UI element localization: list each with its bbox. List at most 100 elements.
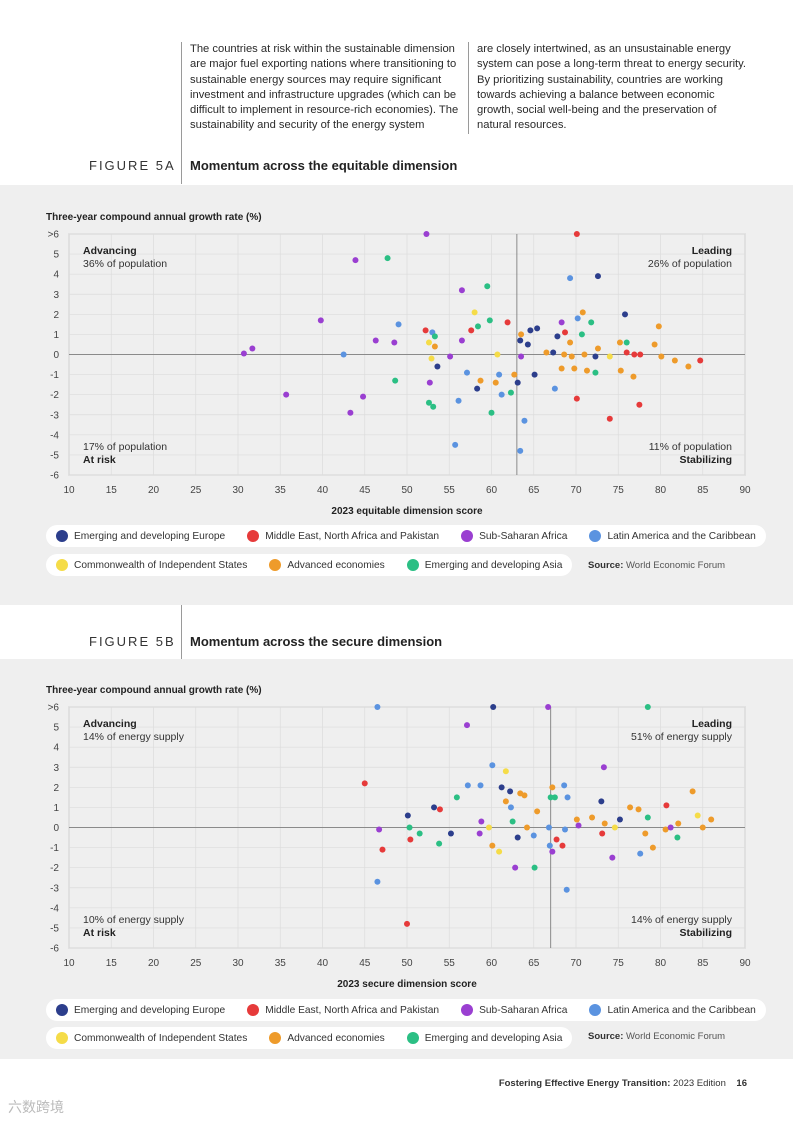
legend-dot-icon: [56, 1032, 68, 1044]
quadrant-name: Stabilizing: [680, 454, 733, 466]
x-tick-label: 70: [570, 485, 582, 496]
quadrant-name: At risk: [83, 927, 116, 939]
data-point: [616, 339, 623, 346]
legend-dot-icon: [247, 530, 260, 542]
x-tick-label: 35: [275, 485, 287, 496]
data-point: [622, 311, 629, 318]
data-point: [477, 377, 484, 384]
data-point: [558, 319, 565, 326]
data-point: [617, 367, 624, 374]
data-point: [474, 385, 481, 392]
watermark: 六数跨境: [8, 1099, 64, 1115]
x-tick-label: 15: [106, 958, 118, 969]
figure-divider: [181, 605, 182, 659]
y-tick-label: -4: [50, 430, 59, 441]
data-point: [561, 782, 568, 789]
data-point: [489, 762, 496, 769]
y-tick-label: -1: [50, 370, 59, 381]
data-point: [407, 836, 414, 843]
data-point: [514, 834, 521, 841]
data-point: [240, 350, 247, 357]
data-point: [463, 722, 470, 729]
data-point: [518, 353, 525, 360]
legend-dot-icon: [589, 1004, 602, 1016]
data-point: [360, 393, 367, 400]
quadrant-share: 51% of energy supply: [631, 731, 733, 743]
x-tick-label: 15: [106, 485, 118, 496]
data-point: [416, 830, 423, 837]
data-point: [674, 834, 681, 841]
legend-item: Middle East, North Africa and Pakistan: [247, 530, 439, 542]
data-point: [458, 337, 465, 344]
legend-label: Emerging and developing Europe: [74, 1004, 226, 1016]
data-point: [568, 353, 575, 360]
quadrant-share: 14% of energy supply: [83, 731, 185, 743]
data-point: [249, 345, 256, 352]
data-point: [631, 351, 638, 358]
y-axis-title: Three-year compound annual growth rate (…: [46, 685, 262, 696]
data-point: [474, 323, 481, 330]
y-tick-label: -1: [50, 843, 59, 854]
legend-label: Emerging and developing Europe: [74, 530, 226, 542]
data-point: [452, 441, 459, 448]
y-tick-label: -2: [50, 390, 59, 401]
quadrant-share: 17% of population: [83, 441, 167, 453]
x-tick-label: 10: [63, 958, 75, 969]
x-tick-label: 20: [148, 485, 160, 496]
legend-item: Middle East, North Africa and Pakistan: [247, 1004, 439, 1016]
source-text: World Economic Forum: [626, 560, 726, 571]
legend-item: Advanced economies: [269, 1032, 385, 1044]
data-point: [430, 403, 437, 410]
figure-title: Momentum across the secure dimension: [190, 634, 443, 649]
y-tick-label: 1: [53, 803, 59, 814]
y-tick-label: 3: [53, 763, 59, 774]
data-point: [637, 850, 644, 857]
source-note: Source: World Economic Forum: [588, 1031, 725, 1042]
legend-dot-icon: [269, 1032, 282, 1044]
intro-text-col2: are closely intertwined, as an unsustain…: [477, 43, 747, 132]
figure-label: FIGURE 5A: [89, 158, 176, 173]
intro-divider-left: [181, 42, 182, 184]
x-tick-label: 90: [739, 485, 751, 496]
quadrant-share: 10% of energy supply: [83, 914, 185, 926]
data-point: [594, 273, 601, 280]
data-point: [623, 339, 630, 346]
x-tick-label: 65: [528, 485, 540, 496]
data-point: [471, 309, 478, 316]
y-tick-label: 3: [53, 290, 59, 301]
x-tick-label: 40: [317, 485, 329, 496]
x-tick-label: 80: [655, 485, 667, 496]
data-point: [392, 377, 399, 384]
x-tick-label: 55: [444, 485, 456, 496]
data-point: [671, 357, 678, 364]
x-tick-label: 10: [63, 485, 75, 496]
data-point: [598, 798, 605, 805]
quadrant-name: Leading: [692, 245, 732, 257]
data-point: [547, 794, 554, 801]
intro-divider-mid: [468, 42, 469, 134]
data-point: [425, 339, 432, 346]
data-point: [581, 351, 588, 358]
data-point: [694, 812, 701, 819]
data-point: [588, 319, 595, 326]
data-point: [550, 349, 557, 356]
data-point: [649, 844, 656, 851]
data-point: [549, 784, 556, 791]
scatter-chart-secure: 10 15 20 25 30 35 40 45 50 55 60 65 70 75 80 85 90>65432…: [48, 703, 751, 991]
y-axis-title: Three-year compound annual growth rate (…: [46, 212, 262, 223]
y-tick-label: >6: [48, 703, 60, 714]
data-point: [395, 321, 402, 328]
data-point: [559, 842, 566, 849]
data-point: [379, 846, 386, 853]
data-point: [637, 351, 644, 358]
data-point: [283, 391, 290, 398]
legend-item: Emerging and developing Europe: [56, 1004, 225, 1016]
x-tick-label: 85: [697, 485, 709, 496]
data-point: [589, 814, 596, 821]
data-point: [523, 824, 530, 831]
data-point: [478, 818, 485, 825]
y-tick-label: -4: [50, 903, 59, 914]
data-point: [406, 824, 413, 831]
legend-dot-icon: [589, 530, 602, 542]
data-point: [517, 790, 524, 797]
